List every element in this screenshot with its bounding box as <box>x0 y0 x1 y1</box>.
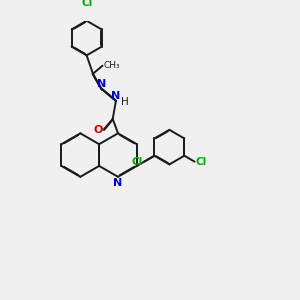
Text: H: H <box>122 98 129 107</box>
Text: N: N <box>111 91 121 101</box>
Text: N: N <box>98 80 106 89</box>
Text: Cl: Cl <box>81 0 92 8</box>
Text: Cl: Cl <box>132 157 143 166</box>
Text: O: O <box>93 124 102 135</box>
Text: N: N <box>113 178 123 188</box>
Text: Cl: Cl <box>196 157 207 166</box>
Text: CH₃: CH₃ <box>103 61 120 70</box>
